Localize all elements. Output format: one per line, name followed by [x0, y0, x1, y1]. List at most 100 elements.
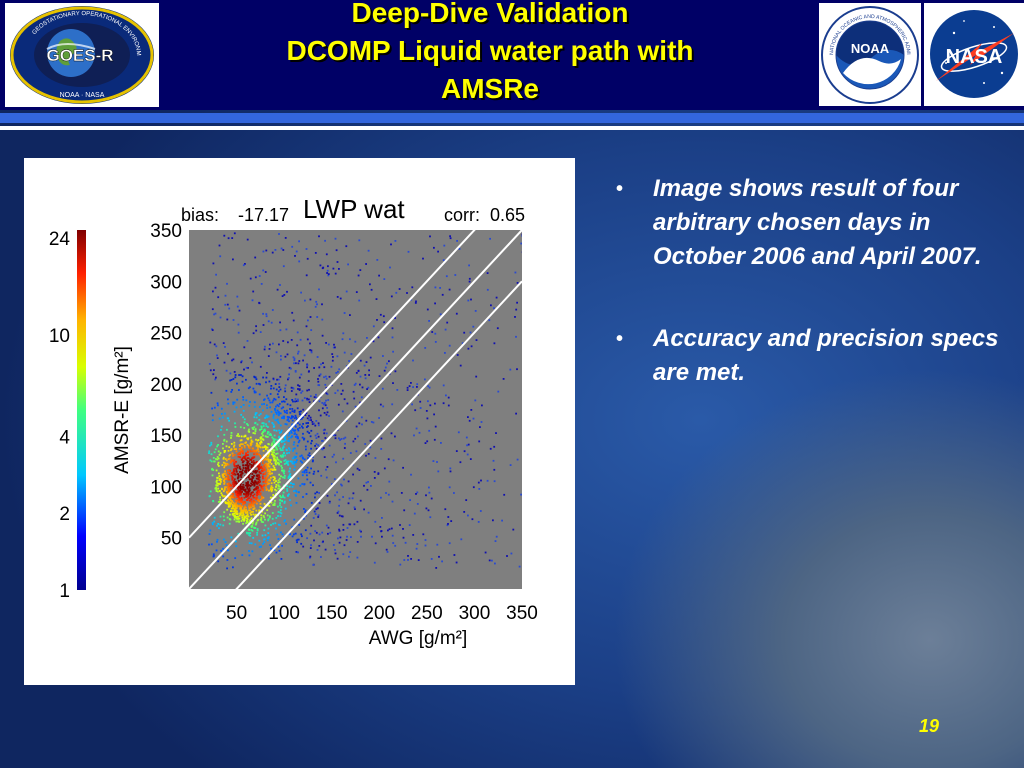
- scatter-point: [216, 524, 218, 527]
- scatter-point: [212, 457, 215, 459]
- scatter-point: [233, 514, 235, 517]
- scatter-point: [306, 364, 309, 367]
- scatter-point: [271, 442, 273, 445]
- scatter-point: [247, 515, 250, 518]
- scatter-point: [258, 500, 261, 503]
- scatter-point: [265, 423, 267, 426]
- scatter-point: [270, 488, 272, 491]
- scatter-point: [230, 379, 233, 381]
- scatter-point: [269, 406, 271, 409]
- scatter-point: [266, 436, 269, 438]
- scatter-point: [293, 447, 296, 450]
- scatter-point: [309, 316, 312, 318]
- scatter-point: [228, 500, 230, 503]
- scatter-point: [390, 243, 392, 246]
- nasa-text: NASA: [946, 46, 1003, 68]
- scatter-point: [298, 411, 301, 413]
- scatter-point: [235, 507, 238, 510]
- scatter-point: [249, 534, 252, 537]
- scatter-point: [235, 504, 238, 507]
- scatter-point: [211, 407, 213, 410]
- header-rule-blue: [0, 113, 1024, 123]
- scatter-point: [220, 492, 223, 495]
- scatter-point: [256, 444, 259, 446]
- scatter-point: [236, 382, 238, 385]
- scatter-point: [472, 417, 475, 420]
- scatter-point: [275, 486, 277, 488]
- scatter-point: [238, 389, 240, 391]
- scatter-point: [283, 487, 285, 490]
- scatter-point: [455, 312, 458, 315]
- scatter-point: [275, 484, 278, 486]
- scatter-point: [360, 396, 363, 399]
- scatter-point: [347, 502, 350, 505]
- scatter-point: [332, 356, 334, 358]
- scatter-point: [219, 515, 222, 518]
- scatter-point: [374, 520, 377, 523]
- scatter-point: [248, 507, 251, 509]
- scatter-point: [282, 249, 285, 251]
- scatter-point: [240, 487, 242, 490]
- scatter-point: [227, 487, 230, 490]
- scatter-point: [496, 327, 499, 330]
- scatter-point: [221, 473, 224, 476]
- scatter-point: [215, 480, 218, 483]
- scatter-point: [220, 429, 222, 431]
- scatter-point: [222, 443, 224, 445]
- scatter-point: [347, 263, 349, 266]
- title-line-1: Deep-Dive Validation: [351, 0, 629, 28]
- scatter-point: [294, 400, 296, 403]
- scatter-point: [502, 378, 505, 380]
- scatter-point: [283, 477, 286, 479]
- scatter-point: [467, 299, 470, 302]
- y-tick-label: 350: [150, 221, 182, 242]
- scatter-point: [274, 409, 277, 412]
- scatter-point: [225, 369, 228, 372]
- scatter-point: [307, 454, 310, 457]
- scatter-point: [512, 528, 515, 531]
- scatter-point: [328, 500, 331, 503]
- scatter-point: [244, 466, 247, 469]
- scatter-point: [292, 457, 294, 460]
- scatter-point: [306, 440, 309, 443]
- scatter-point: [242, 464, 244, 467]
- scatter-point: [287, 378, 289, 381]
- scatter-point: [249, 472, 252, 475]
- scatter-point: [256, 492, 259, 495]
- scatter-point: [287, 418, 290, 420]
- scatter-point: [258, 453, 260, 456]
- scatter-point: [437, 470, 440, 473]
- scatter-point: [394, 317, 396, 319]
- scatter-point: [262, 542, 264, 545]
- scatter-point: [247, 367, 249, 369]
- chart-panel: bias: -17.17 LWP wat corr: 0.65 50 100 150…: [24, 158, 575, 685]
- scatter-point: [247, 505, 250, 508]
- scatter-point: [380, 530, 383, 532]
- scatter-point: [335, 249, 338, 252]
- scatter-point: [242, 518, 245, 521]
- scatter-point: [415, 300, 417, 303]
- scatter-point: [250, 502, 253, 505]
- scatter-point: [236, 434, 238, 437]
- scatter-point: [277, 515, 279, 517]
- scatter-point: [279, 388, 282, 391]
- scatter-point: [251, 522, 254, 525]
- scatter-point: [250, 466, 253, 468]
- scatter-point: [279, 504, 281, 507]
- scatter-point: [219, 255, 222, 258]
- goes-r-text: GOES-R: [46, 46, 113, 65]
- scatter-point: [350, 353, 353, 355]
- scatter-point: [262, 515, 265, 517]
- scatter-point: [243, 418, 246, 421]
- scatter-point: [237, 498, 240, 501]
- scatter-point: [246, 238, 249, 241]
- scatter-point: [266, 481, 269, 484]
- title-line-3: AMSRe: [440, 73, 539, 104]
- scatter-point: [368, 369, 370, 372]
- scatter-point: [252, 428, 255, 430]
- scatter-point: [216, 357, 219, 359]
- scatter-point: [434, 341, 437, 343]
- scatter-point: [306, 389, 309, 392]
- scatter-point: [272, 479, 275, 481]
- scatter-point: [277, 445, 280, 448]
